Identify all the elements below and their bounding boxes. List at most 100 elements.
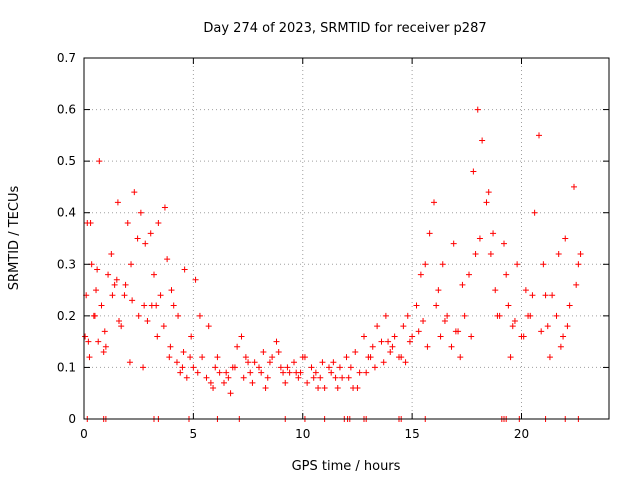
data-point: [225, 374, 232, 381]
data-point: [212, 364, 219, 371]
data-point: [505, 302, 512, 309]
x-tick-label: 20: [514, 427, 529, 441]
data-point: [144, 318, 151, 325]
data-point: [111, 281, 118, 288]
data-point: [503, 271, 510, 278]
data-point: [347, 364, 354, 371]
data-point: [98, 302, 105, 309]
data-point: [378, 338, 385, 345]
data-point: [247, 369, 254, 376]
data-point: [190, 364, 197, 371]
data-point: [242, 354, 249, 361]
data-point: [251, 359, 258, 366]
x-tick-label: 0: [80, 427, 88, 441]
data-point: [540, 261, 547, 268]
data-point: [415, 328, 422, 335]
data-point: [564, 323, 571, 330]
data-point: [444, 312, 451, 319]
data-point: [86, 354, 93, 361]
data-point: [304, 379, 311, 386]
data-point: [286, 369, 293, 376]
data-point: [382, 312, 389, 319]
data-point: [256, 364, 262, 371]
data-point: [153, 302, 160, 309]
data-point: [371, 364, 378, 371]
data-point: [321, 385, 328, 392]
x-tick-label: 15: [404, 427, 419, 441]
data-point: [275, 348, 282, 355]
data-point: [277, 364, 284, 371]
data-point: [87, 220, 94, 227]
data-point: [116, 318, 122, 325]
data-point: [187, 354, 194, 361]
y-tick-label: 0.5: [57, 154, 76, 168]
data-point: [457, 354, 464, 361]
data-point: [319, 359, 326, 366]
y-tick-label: 0.2: [57, 309, 76, 323]
data-point: [141, 302, 148, 309]
data-point: [312, 369, 319, 376]
data-point: [231, 364, 238, 371]
data-point: [173, 359, 180, 366]
data-point: [571, 183, 577, 190]
data-point: [566, 302, 573, 309]
data-point: [114, 199, 121, 206]
data-point: [400, 323, 407, 330]
data-point: [94, 266, 101, 273]
data-point: [194, 369, 201, 376]
data-point: [509, 323, 516, 330]
data-point: [402, 359, 409, 366]
data-point: [459, 281, 466, 288]
data-point: [538, 328, 545, 335]
y-tick-label: 0: [68, 412, 76, 426]
data-point: [420, 318, 427, 325]
x-tick-label: 5: [190, 427, 198, 441]
data-point: [297, 369, 304, 376]
y-axis-label: SRMTID / TECUs: [7, 186, 22, 291]
data-point: [122, 281, 129, 288]
data-point: [105, 271, 112, 278]
data-point: [391, 333, 398, 340]
data-point: [494, 312, 501, 319]
data-point: [151, 271, 157, 278]
data-point: [124, 220, 131, 227]
data-point: [108, 250, 115, 257]
data-point: [93, 287, 100, 294]
data-point: [369, 343, 376, 350]
data-point: [507, 354, 514, 361]
y-tick-label: 0.1: [57, 360, 76, 374]
data-point: [557, 343, 564, 350]
data-point: [96, 158, 103, 165]
data-point: [439, 261, 446, 268]
data-point: [466, 271, 472, 278]
data-point: [422, 261, 429, 268]
data-point: [196, 312, 203, 319]
data-point: [317, 374, 324, 381]
data-point: [501, 240, 507, 247]
data-point: [435, 287, 442, 294]
data-point: [470, 168, 477, 175]
data-point: [544, 323, 551, 330]
data-point: [542, 292, 549, 299]
data-point: [95, 338, 102, 345]
data-point: [474, 106, 481, 113]
data-point: [472, 250, 479, 257]
data-point: [282, 379, 289, 386]
data-point: [168, 287, 175, 294]
data-point: [227, 390, 234, 397]
data-point: [85, 338, 92, 345]
data-point: [356, 369, 363, 376]
data-point: [448, 343, 455, 350]
data-point: [511, 318, 518, 325]
data-point: [249, 379, 256, 386]
data-point: [301, 354, 308, 361]
data-point: [398, 354, 405, 361]
data-point: [315, 385, 322, 392]
data-point: [555, 250, 562, 257]
data-point: [431, 199, 437, 206]
data-point: [135, 312, 142, 319]
data-point: [522, 287, 529, 294]
data-point: [109, 292, 116, 299]
data-point: [332, 374, 339, 381]
data-point: [352, 348, 359, 355]
